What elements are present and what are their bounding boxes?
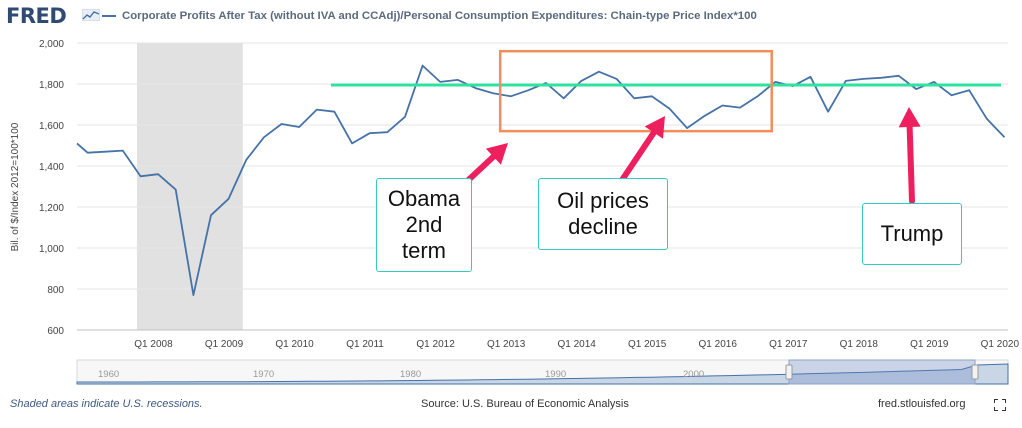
source-note: Source: U.S. Bureau of Economic Analysis <box>421 398 629 410</box>
sparkline-logo-icon <box>82 9 100 21</box>
y-tick-label: 1,200 <box>39 203 64 214</box>
y-tick-label: 2,000 <box>39 39 64 50</box>
x-tick-label: Q1 2019 <box>910 339 949 350</box>
trump-arrow-head <box>898 107 921 128</box>
x-tick-label: Q1 2014 <box>557 339 596 350</box>
y-tick-label: 1,400 <box>39 162 64 173</box>
annotation-obama: Obama 2nd term <box>376 178 472 272</box>
obama-arrow-head <box>485 143 508 165</box>
legend-label: Corporate Profits After Tax (without IVA… <box>122 10 757 22</box>
series-line <box>76 64 1006 297</box>
x-tick-label: Q1 2018 <box>840 339 879 350</box>
fred-logo[interactable]: FRED <box>6 4 67 28</box>
navigator-label: 1960 <box>98 369 119 380</box>
x-tick-label: Q1 2017 <box>769 339 808 350</box>
y-axis-label: Bil. of $/Index 2012=100*100 <box>10 122 21 251</box>
navigator-area <box>76 363 1009 385</box>
legend-swatch <box>102 14 116 17</box>
oil-arrow-shaft <box>619 129 657 183</box>
navigator-label: 1990 <box>545 369 566 380</box>
y-tick-label: 800 <box>47 285 64 296</box>
highlight-box <box>498 49 773 133</box>
y-tick-label: 600 <box>47 326 64 337</box>
y-tick-label: 1,600 <box>39 121 64 132</box>
series-legend[interactable]: Corporate Profits After Tax (without IVA… <box>102 10 757 22</box>
annotation-oil: Oil prices decline <box>538 178 668 250</box>
x-tick-label: Q1 2010 <box>275 339 314 350</box>
fullscreen-icon[interactable] <box>994 399 1006 411</box>
y-tick-label: 1,000 <box>39 244 64 255</box>
x-tick-label: Q1 2015 <box>628 339 667 350</box>
x-tick-label: Q1 2009 <box>205 339 244 350</box>
navigator-selection <box>788 359 976 385</box>
navigator-handle <box>785 364 793 380</box>
x-tick-label: Q1 2016 <box>699 339 738 350</box>
x-tick-label: Q1 2020 <box>981 339 1020 350</box>
site-link[interactable]: fred.stlouisfed.org <box>878 398 966 410</box>
navigator-label: 1980 <box>400 369 421 380</box>
navigator-label: 2000 <box>683 369 704 380</box>
x-tick-label: Q1 2013 <box>487 339 526 350</box>
header: FRED Corporate Profits After Tax (withou… <box>0 0 1022 36</box>
trump-arrow-shaft <box>906 123 915 204</box>
x-tick-label: Q1 2012 <box>416 339 455 350</box>
y-tick-label: 1,800 <box>39 80 64 91</box>
annotation-trump: Trump <box>862 203 962 265</box>
recession-shade <box>136 43 243 330</box>
recession-note: Shaded areas indicate U.S. recessions. <box>10 398 203 410</box>
oil-arrow-head <box>644 116 665 139</box>
x-tick-label: Q1 2011 <box>346 339 384 350</box>
x-tick-label: Q1 2008 <box>134 339 173 350</box>
navigator-handle <box>971 364 979 380</box>
navigator-label: 1970 <box>253 369 274 380</box>
